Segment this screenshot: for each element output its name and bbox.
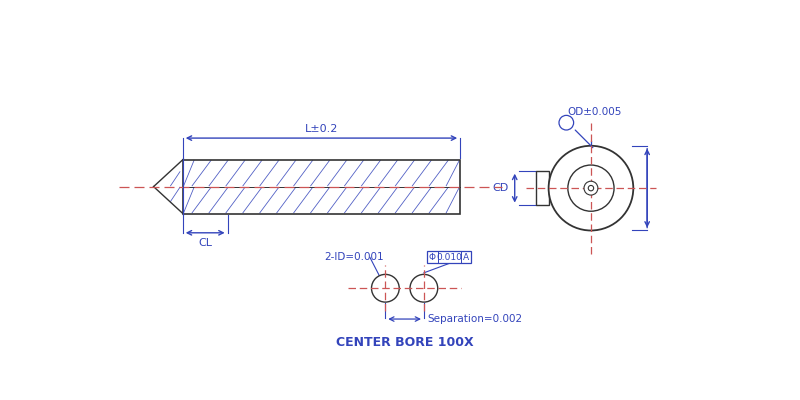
Text: CENTER BORE 100X: CENTER BORE 100X — [336, 336, 474, 349]
Circle shape — [588, 186, 594, 191]
Circle shape — [549, 146, 634, 230]
Bar — [183, 160, 460, 214]
Circle shape — [584, 181, 598, 195]
Bar — [183, 160, 460, 214]
Text: CL: CL — [198, 238, 212, 248]
Text: A: A — [462, 253, 469, 262]
Text: 2-ID=0.001: 2-ID=0.001 — [324, 252, 383, 262]
Text: A: A — [563, 118, 570, 127]
Circle shape — [410, 274, 438, 302]
Text: 0.010: 0.010 — [436, 253, 462, 262]
Text: Φ: Φ — [429, 253, 436, 262]
Bar — [427, 252, 471, 264]
Circle shape — [371, 274, 399, 302]
Text: L±0.2: L±0.2 — [305, 124, 338, 134]
Text: OD±0.005: OD±0.005 — [568, 106, 622, 116]
Text: Separation=0.002: Separation=0.002 — [428, 314, 523, 324]
Circle shape — [559, 115, 574, 130]
Text: CD: CD — [492, 183, 509, 193]
Bar — [536, 171, 549, 206]
Circle shape — [568, 165, 614, 211]
